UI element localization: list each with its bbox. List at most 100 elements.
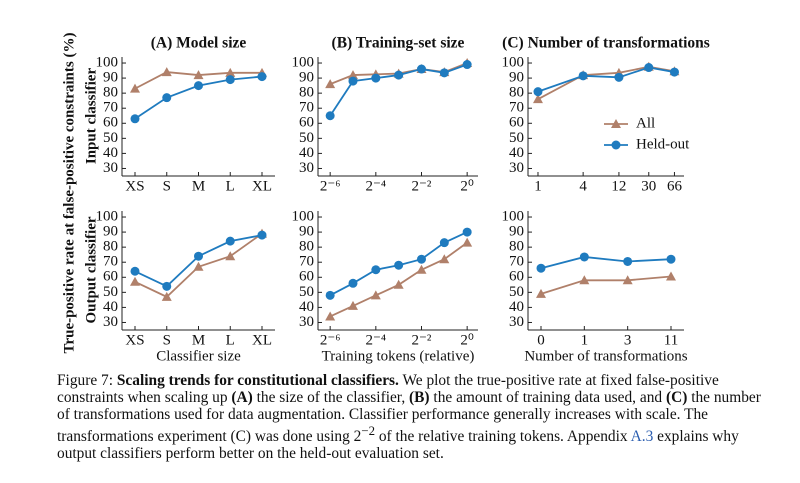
x-tick-label: 0 — [537, 332, 545, 348]
marker — [130, 276, 140, 286]
x-tick-label: 2⁻⁶ — [320, 332, 341, 348]
y-tick-label: 80 — [103, 239, 118, 255]
marker — [325, 111, 335, 121]
chart-title: (A) Model size — [151, 35, 247, 52]
y-tick-label: 70 — [299, 254, 314, 270]
series-line — [540, 275, 672, 295]
chart-title: (B) Training-set size — [332, 35, 465, 52]
y-tick-label: 30 — [103, 160, 118, 176]
y-tick-label: 80 — [509, 239, 524, 255]
x-tick-label: 12 — [611, 178, 626, 194]
y-tick-label: 30 — [299, 160, 314, 176]
x-tick-label: 11 — [664, 332, 678, 348]
marker — [162, 281, 172, 291]
x-tick-label: 2⁻⁶ — [320, 178, 341, 194]
y-tick-label: 80 — [299, 239, 314, 255]
marker — [325, 311, 336, 321]
y-tick-label: 90 — [509, 224, 524, 240]
y-tick-label: 40 — [299, 145, 314, 161]
marker — [644, 63, 654, 73]
y-tick-label: 70 — [103, 100, 118, 116]
y-tick-label: 100 — [96, 54, 119, 70]
series-line — [540, 256, 672, 270]
marker — [370, 290, 381, 300]
y-tick-label: 50 — [103, 284, 118, 300]
x-tick-label: 2⁻² — [412, 178, 432, 194]
chart-title: (C) Number of transformations — [502, 35, 710, 52]
marker — [393, 279, 404, 289]
caption-text: of the relative training tokens. Appendi… — [378, 428, 628, 446]
marker — [536, 263, 546, 273]
marker — [462, 60, 472, 70]
y-tick-label: 70 — [103, 254, 118, 270]
x-tick-label: M — [192, 332, 205, 348]
y-tick-label: 30 — [509, 160, 524, 176]
caption-text: explains why output classifiers perform … — [57, 428, 739, 463]
caption-link[interactable]: A.3 — [630, 428, 654, 446]
y-tick-label: 50 — [509, 284, 524, 300]
y-tick-label: 50 — [103, 130, 118, 146]
y-tick-label: 60 — [509, 269, 524, 285]
marker — [439, 238, 449, 248]
y-tick-label: 60 — [103, 115, 118, 131]
marker — [194, 81, 203, 91]
marker — [130, 266, 140, 276]
caption-text: the size of the classifier, — [256, 389, 406, 406]
y-tick-label: 100 — [502, 54, 525, 70]
y-tick-label: 100 — [96, 208, 119, 224]
x-tick-label: 2⁻⁴ — [365, 332, 386, 348]
x-tick-label: S — [163, 332, 171, 348]
marker — [579, 252, 589, 262]
y-tick-label: 80 — [103, 85, 118, 101]
y-tick-label: 50 — [509, 130, 524, 146]
marker — [225, 236, 235, 246]
x-tick-label: L — [226, 178, 235, 194]
marker — [611, 119, 621, 128]
y-tick-label: 40 — [103, 145, 118, 161]
marker — [462, 227, 472, 237]
x-tick-label: XS — [125, 178, 144, 194]
x-tick-label: 1 — [534, 178, 542, 194]
y-axis-label: True-positive rate at false-positive con… — [61, 33, 77, 354]
x-axis-label: Training tokens (relative) — [322, 348, 475, 364]
marker — [536, 288, 546, 298]
x-tick-label: 4 — [579, 178, 587, 194]
marker — [439, 254, 450, 264]
y-tick-label: 30 — [509, 314, 524, 330]
marker — [162, 93, 172, 103]
caption-text: −2 — [361, 424, 375, 438]
marker — [416, 264, 427, 274]
x-tick-label: 66 — [667, 178, 683, 194]
y-tick-label: 40 — [103, 299, 118, 315]
marker — [193, 70, 204, 80]
x-tick-label: S — [163, 178, 171, 194]
x-tick-label: L — [226, 332, 235, 348]
row-label: Output classifier — [83, 216, 99, 323]
caption-text: (A) — [231, 389, 253, 406]
marker — [130, 83, 140, 93]
y-tick-label: 100 — [292, 208, 315, 224]
caption-title: Scaling trends for constitutional classi… — [116, 372, 399, 389]
y-tick-label: 40 — [509, 299, 524, 315]
y-tick-label: 70 — [299, 100, 314, 116]
x-axis-label: Classifier size — [156, 348, 241, 364]
y-tick-label: 80 — [299, 85, 314, 101]
x-tick-label: 30 — [641, 178, 656, 194]
marker — [614, 72, 624, 82]
y-tick-label: 90 — [299, 224, 314, 240]
y-tick-label: 60 — [509, 115, 524, 131]
caption-text: the amount of training data used, and — [433, 389, 663, 406]
x-tick-label: M — [192, 178, 205, 194]
marker — [225, 251, 236, 261]
marker — [347, 300, 358, 310]
marker — [347, 70, 358, 80]
y-tick-label: 30 — [103, 314, 118, 330]
marker — [611, 140, 621, 150]
x-tick-label: 2⁰ — [460, 332, 474, 348]
marker — [348, 278, 358, 288]
marker — [225, 75, 235, 85]
y-tick-label: 30 — [299, 314, 314, 330]
marker — [416, 254, 426, 264]
marker — [325, 79, 336, 89]
